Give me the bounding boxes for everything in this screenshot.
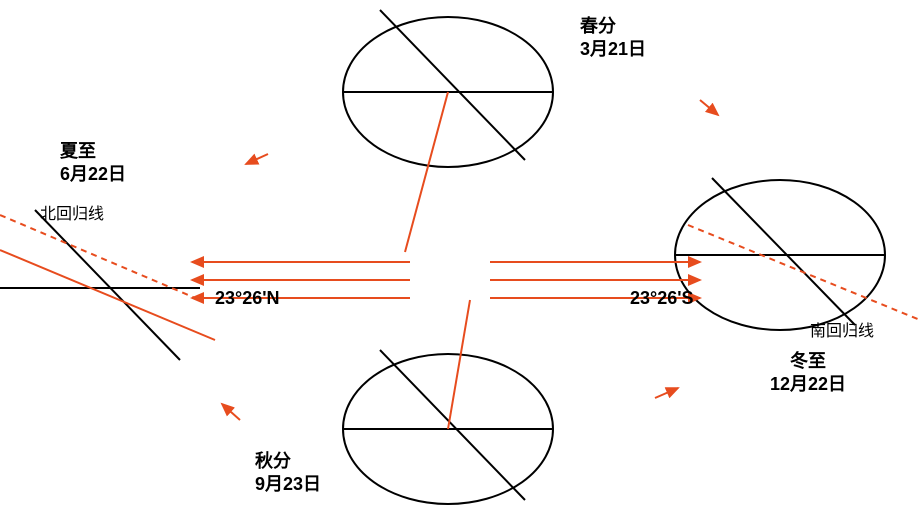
spring-equinox-globe (343, 10, 553, 252)
tropic-cancer-label: 北回归线 (40, 200, 104, 224)
autumn-date: 9月23日 (255, 474, 321, 494)
orbit-arrows (222, 100, 718, 420)
spring-label: 春分 3月21日 (580, 15, 646, 62)
autumn-label: 秋分 9月23日 (255, 450, 321, 497)
winter-solstice-globe (675, 178, 920, 330)
winter-name: 冬至 (790, 351, 826, 371)
summer-label: 夏至 6月22日 (60, 140, 126, 187)
winter-date: 12月22日 (770, 374, 846, 394)
winter-label: 冬至 12月22日 (770, 350, 846, 397)
summer-date: 6月22日 (60, 164, 126, 184)
north-latitude: 23°26'N (215, 288, 280, 309)
autumn-name: 秋分 (255, 451, 291, 471)
summer-solstice-globe (0, 210, 215, 360)
solstice-equinox-diagram (0, 0, 920, 518)
spring-date: 3月21日 (580, 39, 646, 59)
south-latitude: 23°26'S (630, 288, 694, 309)
summer-name: 夏至 (60, 141, 96, 161)
spring-name: 春分 (580, 16, 616, 36)
autumn-equinox-globe (343, 300, 553, 504)
tropic-capricorn-label: 南回归线 (810, 317, 874, 341)
